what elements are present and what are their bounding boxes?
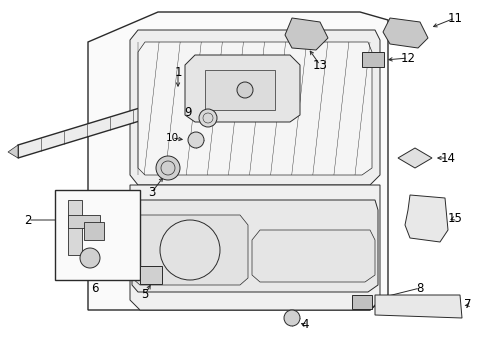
Text: 8: 8 (416, 282, 424, 294)
Text: 2: 2 (24, 213, 32, 226)
Text: 3: 3 (148, 185, 156, 198)
Circle shape (156, 156, 180, 180)
Text: 1: 1 (174, 66, 182, 78)
Bar (84, 222, 104, 240)
Polygon shape (88, 12, 388, 310)
Polygon shape (68, 200, 82, 255)
Circle shape (237, 82, 253, 98)
Polygon shape (132, 215, 248, 285)
Circle shape (199, 109, 217, 127)
Polygon shape (68, 215, 100, 228)
Text: 11: 11 (447, 12, 463, 24)
Polygon shape (130, 185, 380, 310)
Circle shape (80, 248, 100, 268)
Text: 7: 7 (464, 298, 472, 311)
Text: 13: 13 (313, 59, 327, 72)
Text: 9: 9 (184, 105, 192, 118)
Polygon shape (375, 295, 462, 318)
Polygon shape (138, 42, 372, 175)
Text: 15: 15 (447, 212, 463, 225)
Circle shape (188, 132, 204, 148)
Polygon shape (8, 145, 18, 158)
Bar (362, 52, 384, 67)
Text: 5: 5 (141, 288, 148, 302)
Polygon shape (383, 18, 428, 48)
Polygon shape (398, 148, 432, 168)
Circle shape (284, 310, 300, 326)
Polygon shape (285, 18, 328, 50)
Text: 4: 4 (301, 319, 309, 332)
Text: 10: 10 (166, 133, 178, 143)
Bar (205, 70, 275, 110)
Polygon shape (252, 230, 375, 282)
Polygon shape (132, 200, 378, 292)
Text: 6: 6 (91, 282, 99, 294)
Bar (352, 295, 372, 309)
Bar (140, 266, 162, 284)
Polygon shape (18, 82, 225, 158)
Bar (55, 190, 140, 280)
Polygon shape (405, 195, 448, 242)
Text: 14: 14 (441, 152, 456, 165)
Polygon shape (185, 55, 300, 122)
Polygon shape (130, 30, 380, 185)
Text: 12: 12 (400, 51, 416, 64)
